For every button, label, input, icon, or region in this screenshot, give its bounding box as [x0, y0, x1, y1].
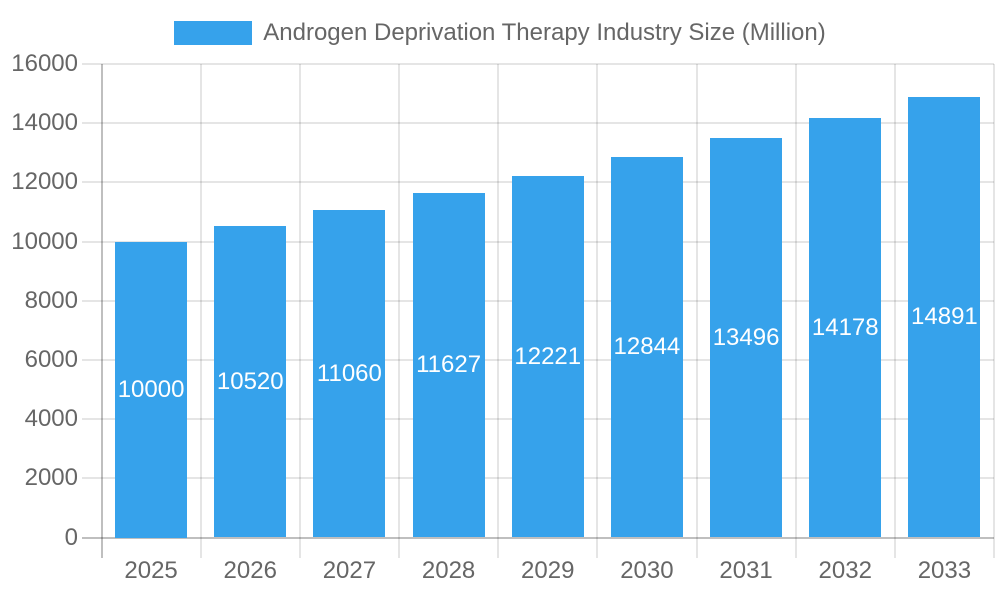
bar-value-label-2025: 10000 [117, 375, 185, 403]
x-gridline-4 [497, 64, 500, 558]
bar-2026 [214, 226, 287, 538]
x-axis-label-2027: 2027 [322, 556, 377, 584]
x-gridline-7 [794, 64, 797, 558]
y-axis-label-4000: 4000 [24, 405, 78, 433]
x-axis-line [81, 536, 994, 539]
x-axis-label-2026: 2026 [223, 556, 277, 584]
y-axis-label-2000: 2000 [24, 464, 78, 492]
bar-value-label-2028: 11627 [416, 351, 482, 379]
bar-value-label-2031: 13496 [712, 323, 780, 351]
x-axis-label-2031: 2031 [719, 556, 773, 584]
y-gridline-14000 [81, 122, 994, 125]
x-gridline-2 [298, 64, 301, 558]
bar-2025 [115, 241, 188, 538]
x-axis-label-2032: 2032 [818, 556, 872, 584]
x-gridline-8 [893, 64, 896, 558]
x-axis-label-2025: 2025 [124, 556, 178, 584]
x-gridline-1 [199, 64, 202, 558]
y-axis-label-8000: 8000 [24, 286, 78, 314]
bar-2027 [313, 210, 386, 538]
y-axis-line [100, 64, 103, 558]
bar-value-label-2027: 11060 [316, 359, 382, 387]
x-gridline-9 [993, 64, 995, 558]
x-axis-label-2030: 2030 [620, 556, 674, 584]
x-axis-label-2033: 2033 [917, 556, 972, 584]
y-axis-label-6000: 6000 [24, 345, 78, 373]
y-axis-label-14000: 14000 [11, 109, 78, 137]
bar-2031 [710, 138, 783, 538]
y-gridline-16000 [81, 63, 994, 65]
x-axis-label-2028: 2028 [421, 556, 476, 584]
bar-value-label-2029: 12221 [514, 342, 582, 370]
y-axis-label-16000: 16000 [11, 50, 78, 77]
bar-value-label-2033: 14891 [911, 303, 978, 331]
y-axis-label-0: 0 [64, 523, 78, 551]
legend-color-swatch [174, 21, 253, 45]
x-gridline-5 [596, 64, 599, 558]
bar-2032 [809, 117, 882, 538]
bar-value-label-2032: 14178 [811, 313, 879, 341]
x-axis-label-2029: 2029 [521, 556, 575, 584]
x-gridline-6 [695, 64, 698, 558]
bar-value-label-2026: 10520 [216, 367, 284, 395]
bar-2030 [610, 157, 683, 538]
chart-legend[interactable]: Androgen Deprivation Therapy Industry Si… [0, 20, 1000, 46]
bar-value-label-2030: 12844 [613, 333, 681, 361]
y-axis-label-12000: 12000 [11, 168, 78, 196]
x-gridline-3 [398, 64, 400, 558]
bar-2028 [412, 193, 485, 538]
bar-2029 [511, 175, 584, 538]
y-axis-label-10000: 10000 [11, 227, 78, 255]
bar-2033 [908, 96, 981, 538]
legend-label: Androgen Deprivation Therapy Industry Si… [263, 19, 826, 46]
